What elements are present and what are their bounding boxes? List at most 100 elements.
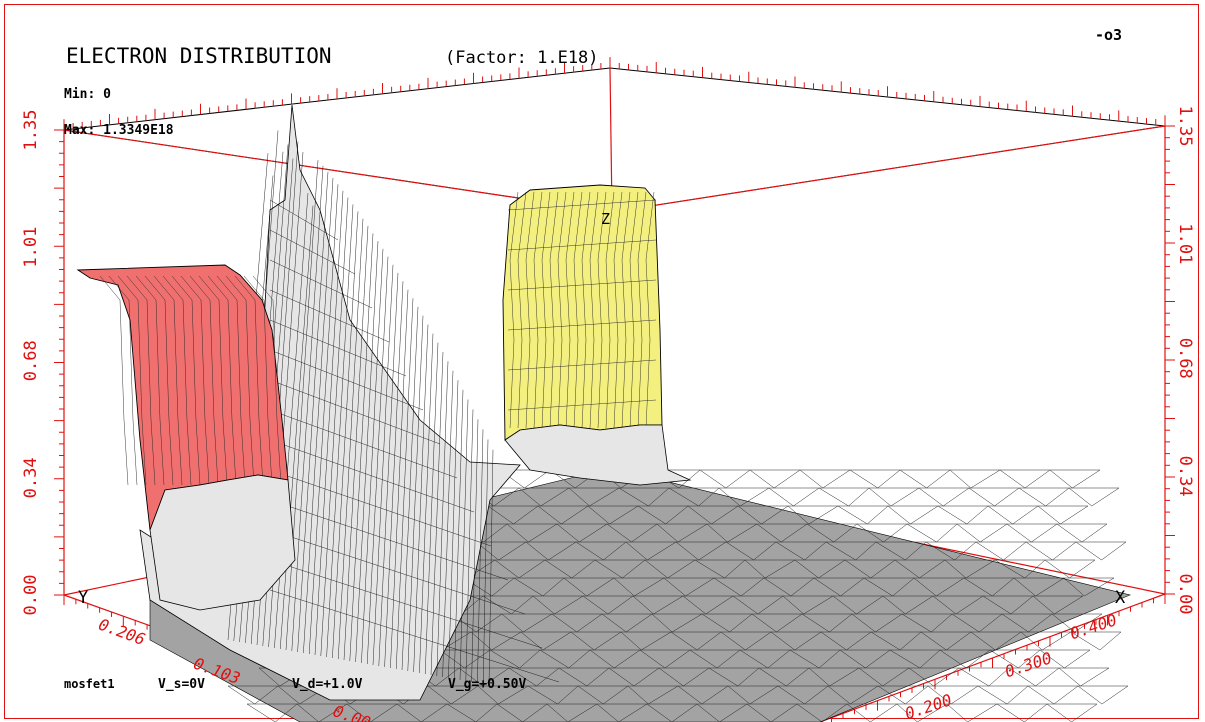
drain-region <box>502 184 692 486</box>
x-tick-label: 0.200 <box>902 690 954 722</box>
footer-device: mosfet1 <box>64 677 115 691</box>
floor-mesh-cell <box>551 613 603 633</box>
floor-mesh-cell <box>756 523 808 543</box>
floor-mesh-cell <box>1013 577 1065 597</box>
drain-mesh-row <box>507 279 657 291</box>
floor-mesh-cell <box>558 667 610 687</box>
floor-mesh-cell <box>1001 613 1053 633</box>
floor-mesh-cell <box>763 577 815 597</box>
channel-mesh-row <box>269 409 458 479</box>
floor-mesh-cell <box>1018 487 1070 507</box>
floor-mesh-cell <box>882 595 934 615</box>
floor-mesh-cell <box>837 505 889 525</box>
floor-mesh-cell <box>396 703 448 722</box>
drain-mesh <box>507 191 657 429</box>
floor-mesh-cell <box>1032 595 1084 615</box>
floor-mesh-cell <box>644 559 696 579</box>
z-tick-label-left: 1.01 <box>21 227 41 268</box>
channel-mesh-strand <box>436 361 449 677</box>
source-mesh-strand <box>153 275 183 486</box>
floor-mesh-cell <box>758 667 810 687</box>
floor-mesh-cell <box>727 685 779 705</box>
y-tick-label: 0.206 <box>96 615 148 649</box>
floor-mesh-cell <box>227 685 279 705</box>
source-skirt <box>149 474 296 611</box>
floor-mesh-cell <box>777 685 829 705</box>
floor-mesh-cell <box>794 559 846 579</box>
floor-mesh-cell <box>596 703 648 722</box>
footer-vd: V_d=+1.0V <box>292 677 363 692</box>
floor-mesh-cell <box>946 703 998 722</box>
channel-mesh-row <box>269 199 339 241</box>
floor-mesh-cell <box>1070 631 1122 651</box>
floor-mesh-cell <box>908 667 960 687</box>
floor-mesh-cell <box>346 703 398 722</box>
source-mesh-strand <box>162 275 192 486</box>
floor-mesh-cell <box>744 559 796 579</box>
floor-mesh-cell <box>706 523 758 543</box>
top-front-right-red <box>611 125 1166 213</box>
drain-mesh-strand <box>525 191 535 429</box>
floor-mesh-cell <box>563 577 615 597</box>
source-mesh-strand <box>135 275 165 486</box>
floor-mesh-cell <box>575 541 627 561</box>
floor-mesh-cell <box>1058 667 1110 687</box>
z-tick-label-right: 1.01 <box>1175 223 1195 264</box>
drain-mesh-row <box>507 319 657 331</box>
max-label: Max: 1.3349E18 <box>64 123 174 138</box>
floor-mesh-cell <box>958 667 1010 687</box>
floor-mesh-cell <box>989 649 1041 669</box>
floor-mesh-cell <box>718 487 770 507</box>
channel-mesh-strand <box>314 190 344 656</box>
source-mesh-strand <box>117 275 147 486</box>
source-mesh-strand <box>108 275 138 486</box>
channel-mesh-strand <box>453 389 464 680</box>
floor-mesh-cell <box>982 595 1034 615</box>
source-region <box>76 264 296 611</box>
floor-mesh-cell <box>518 487 570 507</box>
channel-mesh-strand <box>320 197 349 657</box>
drain-skirt <box>504 424 692 486</box>
floor-mesh-cell <box>868 487 920 507</box>
floor-mesh-cell <box>899 469 951 489</box>
floor-mesh-cell <box>696 703 748 722</box>
floor-mesh-cell <box>975 541 1027 561</box>
floor-mesh-cell <box>625 541 677 561</box>
drain-mesh-strand <box>589 191 599 429</box>
floor-mesh-cell <box>920 631 972 651</box>
floor-mesh-cell <box>694 559 746 579</box>
drain-mesh-strand <box>621 191 631 429</box>
floor-mesh-cell <box>951 613 1003 633</box>
channel-mesh-row <box>269 499 509 581</box>
floor-mesh-cell <box>594 559 646 579</box>
floor-mesh-cell <box>894 559 946 579</box>
corner-label: -o3 <box>1095 26 1122 44</box>
floor-mesh-cell <box>556 523 608 543</box>
floor-mesh-cell <box>1068 487 1120 507</box>
floor-mesh-cell <box>639 649 691 669</box>
floor-mesh-cell <box>296 703 348 722</box>
floor-mesh-cell <box>944 559 996 579</box>
floor-mesh-cell <box>1046 703 1098 722</box>
floor-mesh-cell <box>458 667 510 687</box>
channel-mesh-strand <box>303 177 334 654</box>
floor-mesh-cell <box>506 523 558 543</box>
floor-mesh-cell <box>787 505 839 525</box>
footer-vg: V_g=+0.50V <box>448 677 526 692</box>
z-tick-label-right: 0.34 <box>1175 456 1195 497</box>
z-tick-label-left: 0.00 <box>21 575 41 616</box>
floor-mesh-cell <box>494 559 546 579</box>
floor-mesh-cell <box>1049 469 1101 489</box>
z-tick-label-right: 0.68 <box>1175 338 1195 379</box>
floor-mesh-cell <box>637 505 689 525</box>
floor-mesh-cell <box>970 631 1022 651</box>
channel-mesh-strand <box>384 281 404 668</box>
channel-mesh-strand <box>372 264 394 666</box>
floor-mesh-cell <box>937 505 989 525</box>
floor-mesh-cell <box>996 703 1048 722</box>
channel-mesh-row <box>269 589 560 683</box>
x-axis-label: X <box>1115 588 1126 608</box>
floor-mesh-cell <box>870 631 922 651</box>
source-mesh-strand <box>126 275 156 486</box>
